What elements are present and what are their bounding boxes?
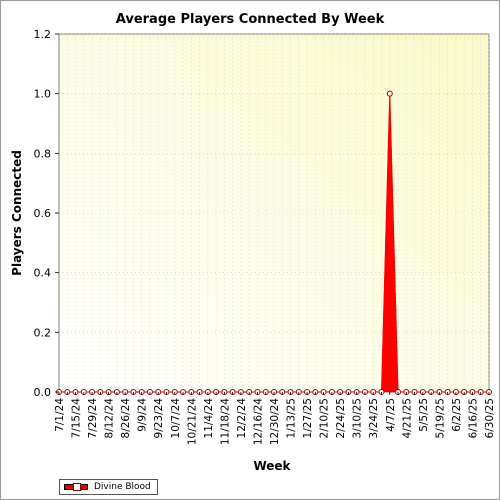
x-tick-label: 6/2/25 [451, 398, 463, 432]
x-tick-label: 8/26/24 [120, 398, 132, 439]
legend-swatch [64, 483, 88, 491]
y-tick-label: 0.6 [34, 207, 52, 220]
x-axis-label: Week [253, 459, 291, 473]
x-tick-label: 7/1/24 [54, 398, 66, 432]
axes [55, 33, 490, 395]
y-axis-label: Players Connected [10, 150, 24, 276]
data-point [386, 90, 393, 97]
x-tick-label: 5/19/25 [434, 398, 446, 438]
legend: Divine Blood [59, 479, 158, 495]
x-tick-label: 6/16/25 [467, 398, 479, 438]
x-tick-label: 4/21/25 [401, 398, 413, 438]
x-tick-label: 2/24/25 [335, 398, 347, 438]
x-tick-label: 10/7/24 [170, 398, 182, 439]
x-tick-label: 3/10/25 [352, 398, 364, 438]
x-tick-labels: 7/1/24 7/15/24 7/29/24 8/12/24 8/26/24 9/9/24… [54, 398, 496, 445]
y-tick-label: 1.2 [34, 28, 52, 41]
x-tick-label: 7/29/24 [87, 398, 99, 439]
x-tick-label: 8/12/24 [104, 398, 116, 439]
x-tick-label: 3/24/25 [368, 398, 380, 438]
x-tick-label: 11/4/24 [203, 398, 215, 439]
x-tick-label: 11/18/24 [219, 398, 231, 445]
y-tick-label: 0.4 [34, 267, 52, 280]
x-tick-label: 2/10/25 [319, 398, 331, 438]
x-tick-label: 9/9/24 [137, 398, 149, 432]
x-tick-label: 9/23/24 [153, 398, 165, 439]
y-tick-label: 0.2 [34, 326, 52, 339]
y-tick-label: 0.8 [34, 147, 52, 160]
x-tick-label: 12/30/24 [269, 398, 281, 445]
x-tick-label: 4/7/25 [385, 398, 397, 432]
x-tick-label: 12/2/24 [236, 398, 248, 439]
x-tick-label: 12/16/24 [252, 398, 264, 445]
x-tick-label: 5/5/25 [418, 398, 430, 432]
x-tick-label: 6/30/25 [484, 398, 496, 438]
plot-area [58, 33, 490, 393]
chart-title: Average Players Connected By Week [116, 12, 385, 27]
y-tick-labels: 0.0 0.2 0.4 0.6 0.8 1.0 1.2 [34, 28, 52, 399]
y-tick-label: 0.0 [34, 386, 52, 399]
y-tick-label: 1.0 [34, 88, 52, 101]
x-tick-label: 1/27/25 [302, 398, 314, 438]
x-tick-label: 10/21/24 [186, 398, 198, 445]
x-tick-label: 7/15/24 [71, 398, 83, 439]
x-tick-label: 1/13/25 [286, 398, 298, 438]
legend-label: Divine Blood [94, 482, 151, 492]
